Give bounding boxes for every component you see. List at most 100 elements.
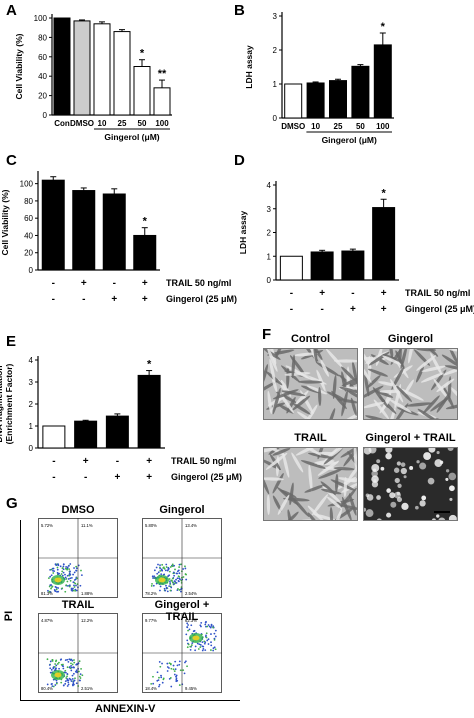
flow-event (192, 630, 195, 633)
flow-event (52, 685, 55, 688)
quadrant-q3-value: 2.54% (185, 591, 197, 596)
flow-event (64, 659, 67, 662)
quadrant-q2-value: 11.1% (81, 523, 93, 528)
condition-sign: - (82, 294, 85, 305)
cell-shape (333, 508, 342, 520)
cell-shape (294, 352, 318, 357)
flow-plot-title: Gingerol + TRAIL (154, 599, 210, 623)
flow-event (151, 582, 153, 585)
cell-shape (266, 349, 278, 372)
flow-event (77, 564, 80, 567)
flow-event (51, 585, 54, 588)
flow-event (214, 635, 217, 638)
round-cell (419, 462, 427, 470)
cell-shape (282, 451, 290, 478)
flow-event (212, 626, 214, 629)
flow-event (153, 575, 156, 578)
flow-event (57, 661, 60, 664)
flow-event (79, 677, 82, 679)
flow-event (52, 569, 54, 572)
flow-event (61, 570, 64, 573)
flow-event (50, 568, 53, 571)
x-tick-label: 50 (138, 119, 147, 128)
y-tick-label: 40 (38, 72, 47, 81)
round-cell (397, 483, 402, 488)
bar (153, 87, 171, 116)
flow-event (64, 576, 67, 579)
flow-event (161, 569, 163, 572)
flow-event (75, 569, 78, 572)
flow-event (75, 584, 77, 587)
condition-sign: - (52, 294, 55, 305)
y-axis-label: LDH assay (238, 210, 248, 254)
flow-event (173, 673, 176, 676)
flow-event (173, 574, 176, 577)
y-tick-label: 60 (24, 214, 33, 223)
quadrant-q3-value: 1.88% (81, 591, 93, 596)
flow-event (73, 586, 76, 588)
flow-event (55, 664, 58, 667)
cell-shape (281, 390, 306, 397)
condition-sign: - (52, 278, 55, 289)
condition-sign: + (146, 472, 152, 483)
flow-event (71, 674, 74, 677)
flow-event (67, 683, 70, 686)
flow-event (66, 666, 69, 669)
flow-event (161, 681, 164, 684)
round-cell (416, 460, 420, 464)
cell-shape (341, 371, 347, 392)
cell-shape (400, 349, 408, 370)
cell-shape (445, 403, 457, 410)
round-cell (396, 461, 401, 466)
flow-event (169, 663, 172, 666)
flow-event (191, 642, 194, 644)
significance-label: * (381, 21, 386, 33)
flow-event (207, 643, 210, 645)
flow-event (168, 574, 171, 577)
round-cell (376, 518, 382, 520)
flow-plot-title: DMSO (61, 504, 95, 516)
cell-shape (310, 349, 323, 360)
cell-shape (388, 349, 394, 362)
flow-event (200, 621, 203, 624)
flow-event (170, 579, 173, 582)
y-tick-label: 2 (267, 229, 272, 238)
cell-shape (408, 349, 414, 364)
round-cell (434, 459, 443, 468)
x-tick-label: 25 (118, 119, 127, 128)
round-cell (376, 495, 381, 500)
flow-event (57, 563, 59, 566)
flow-event (53, 589, 56, 591)
round-cell (448, 514, 457, 520)
flow-event (152, 584, 155, 587)
flow-event (179, 669, 182, 672)
cell-shape (343, 477, 347, 498)
cell-shape (277, 494, 290, 515)
flow-event (164, 589, 167, 592)
flow-event (73, 584, 75, 587)
cell-shape (272, 387, 281, 415)
flow-event (186, 646, 189, 649)
flow-event (50, 668, 53, 671)
round-cell (386, 488, 391, 493)
cell-shape (300, 390, 314, 415)
cell-shape (341, 366, 356, 382)
flow-event (46, 658, 49, 661)
cell-shape (267, 390, 273, 415)
flow-x-axis-arrow (20, 700, 240, 701)
flow-event (212, 649, 215, 652)
cell-shape (264, 477, 284, 481)
flow-event (48, 585, 51, 588)
flow-y-axis-arrow (20, 520, 21, 700)
panel-label-a: A (6, 2, 17, 19)
cell-shape (317, 460, 340, 476)
flow-event (47, 577, 50, 580)
cell-shape (348, 493, 357, 516)
flow-event (46, 683, 49, 686)
bar (133, 234, 157, 271)
round-cell (445, 469, 450, 473)
flow-event (201, 641, 204, 643)
bar (310, 251, 334, 281)
bar (105, 415, 129, 449)
quadrant-q2-value: 12.2% (81, 618, 93, 623)
